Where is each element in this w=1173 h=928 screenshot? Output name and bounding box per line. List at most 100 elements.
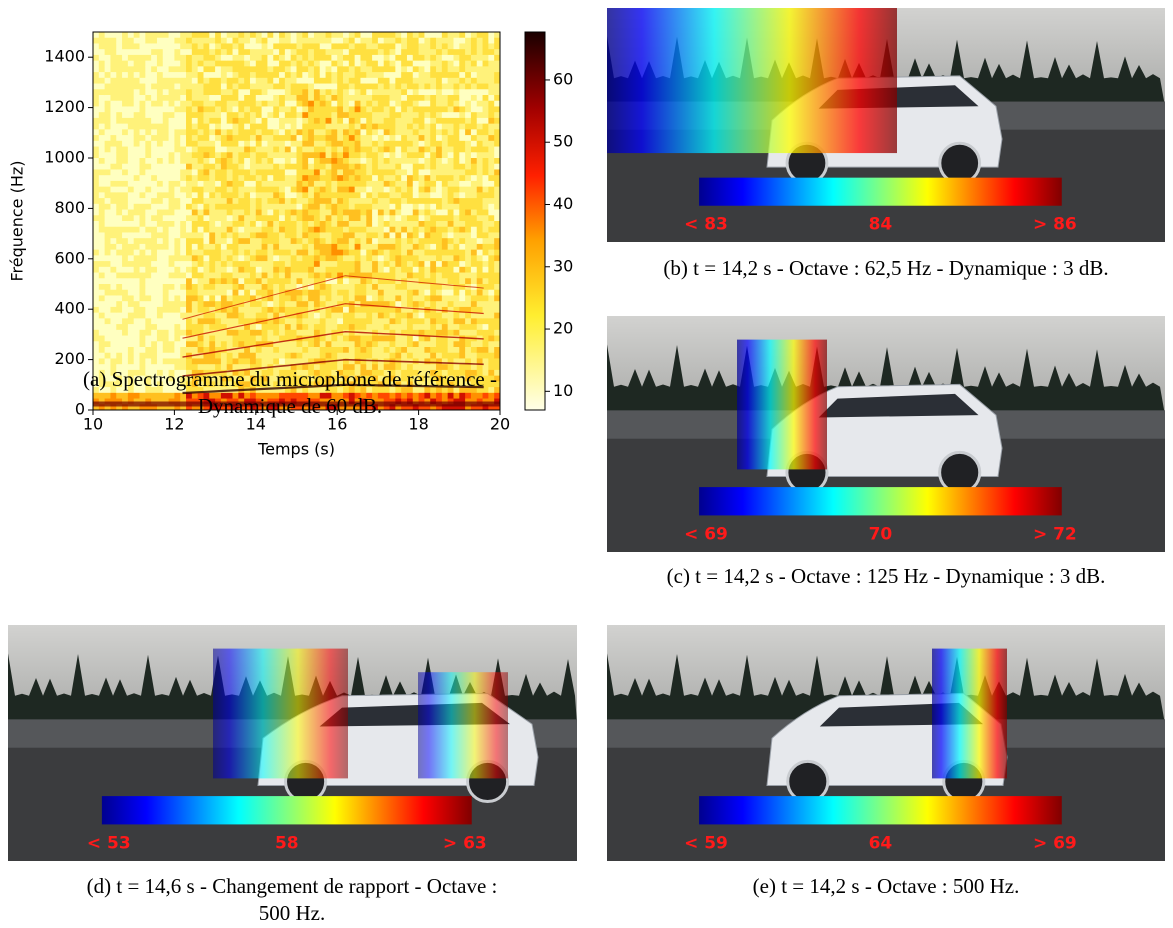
spectrogram-cell: [470, 146, 478, 153]
spectrogram-cell: [197, 335, 204, 342]
spectrogram-cell: [354, 341, 361, 348]
spectrogram-cell: [273, 146, 280, 153]
spectrogram-cell: [203, 169, 210, 176]
spectrogram-cell: [162, 83, 169, 90]
spectrogram-cell: [174, 392, 181, 399]
spectrogram-cell: [424, 146, 431, 153]
spectrogram-cell: [406, 347, 414, 354]
spectrogram-cell: [488, 140, 495, 147]
spectrogram-cell: [313, 60, 321, 67]
spectrogram-cell: [168, 129, 175, 136]
spectrogram-cell: [249, 261, 257, 268]
spectrogram-cell: [372, 198, 379, 205]
spectrogram-cell: [465, 32, 472, 39]
spectrogram-cell: [453, 318, 460, 325]
spectrogram-cell: [430, 198, 437, 205]
spectrogram-cell: [191, 77, 199, 84]
spectrogram-cell: [441, 221, 449, 228]
spectrogram-cell: [412, 37, 419, 44]
spectrogram-cell: [412, 169, 419, 176]
spectrogram-cell: [93, 387, 100, 394]
spectrogram-cell: [215, 180, 222, 188]
spectrogram-cell: [488, 186, 495, 193]
spectrogram-cell: [156, 106, 164, 113]
spectrogram-cell: [156, 54, 164, 62]
spectrogram-cell: [197, 198, 204, 205]
spectrogram-cell: [377, 37, 385, 44]
spectrogram-cell: [104, 369, 111, 377]
spectrogram-cell: [377, 175, 385, 182]
spectrogram-cell: [494, 77, 501, 84]
spectrogram-cell: [232, 221, 239, 228]
spectrogram-cell: [488, 209, 495, 216]
spectrogram-cell: [395, 60, 402, 67]
spectrogram-cell: [366, 146, 373, 153]
spectrogram-cell: [331, 221, 338, 228]
spectrogram-cell: [389, 203, 396, 210]
spectrogram-cell: [470, 140, 478, 147]
spectrogram-cell: [436, 43, 443, 50]
spectrogram-cell: [412, 112, 419, 119]
spectrogram-cell: [249, 54, 257, 62]
spectrogram-cell: [267, 140, 274, 147]
spectrogram-cell: [319, 221, 326, 228]
spectrogram-cell: [255, 312, 263, 319]
spectrogram-cell: [162, 243, 169, 251]
spectrogram-cell: [372, 135, 379, 142]
spectrogram-cell: [377, 232, 385, 239]
spectrogram-cell: [430, 335, 437, 342]
spectrogram-cell: [168, 66, 175, 73]
spectrogram-cell: [180, 301, 187, 308]
spectrogram-cell: [436, 364, 443, 371]
spectrogram-cell: [296, 215, 303, 222]
spectrogram-cell: [436, 192, 443, 199]
spectrogram-cell: [261, 289, 268, 296]
spectrogram-cell: [284, 89, 292, 96]
spectrogram-cell: [98, 163, 106, 170]
spectrogram-cell: [110, 129, 117, 136]
spectrogram-cell: [412, 347, 419, 354]
spectrogram-cell: [110, 261, 117, 268]
spectrogram-cell: [284, 135, 292, 142]
spectrogram-cell: [325, 198, 332, 205]
spectrogram-cell: [290, 163, 297, 170]
spectrogram-cell: [325, 95, 332, 102]
spectrogram-cell: [232, 198, 239, 205]
spectrogram-cell: [482, 272, 489, 279]
spectrogram-cell: [465, 255, 472, 262]
spectrogram-cell: [232, 95, 239, 102]
spectrogram-cell: [127, 358, 135, 365]
spectrogram-cell: [343, 198, 350, 205]
spectrogram-cell: [319, 375, 326, 382]
spectrogram-cell: [145, 89, 152, 96]
spectrogram-cell: [238, 392, 245, 399]
spectrogram-cell: [197, 318, 204, 325]
spectrogram-cell: [325, 203, 332, 210]
spectrogram-cell: [197, 358, 204, 365]
spectrogram-cell: [308, 238, 315, 245]
spectrogram-cell: [145, 221, 152, 228]
spectrogram-cell: [279, 152, 286, 159]
spectrogram-cell: [308, 284, 315, 291]
spectrogram-cell: [377, 66, 385, 73]
spectrogram-cell: [406, 83, 414, 90]
spectrogram-cell: [232, 43, 239, 50]
spectrogram-cell: [313, 32, 321, 39]
spectrogram-cell: [284, 77, 292, 84]
spectrogram-cell: [430, 146, 437, 153]
spectrogram-cell: [168, 226, 175, 233]
spectrogram-cell: [470, 135, 478, 142]
spectrogram-cell: [168, 186, 175, 193]
spectrogram-cell: [273, 238, 280, 245]
spectrogram-cell: [366, 341, 373, 348]
spectrogram-cell: [215, 117, 222, 125]
spectrogram-cell: [325, 89, 332, 96]
spectrogram-cell: [441, 77, 449, 84]
spectrogram-cell: [145, 158, 152, 165]
spectrogram-cell: [395, 89, 402, 96]
spectrogram-cell: [389, 54, 396, 62]
spectrogram-cell: [116, 140, 123, 147]
spectrogram-cell: [232, 369, 239, 377]
spectrogram-cell: [372, 278, 379, 285]
spectrogram-cell: [383, 72, 390, 79]
